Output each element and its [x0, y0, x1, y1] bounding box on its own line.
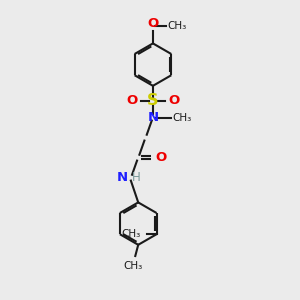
Text: O: O [168, 94, 179, 107]
Text: CH₃: CH₃ [168, 21, 187, 31]
Text: CH₃: CH₃ [122, 229, 141, 239]
Text: S: S [147, 93, 159, 108]
Text: H: H [132, 171, 141, 184]
Text: O: O [126, 94, 138, 107]
Text: N: N [117, 171, 128, 184]
Text: O: O [155, 151, 166, 164]
Text: CH₃: CH₃ [173, 112, 192, 123]
Text: N: N [147, 111, 158, 124]
Text: O: O [147, 17, 159, 30]
Text: CH₃: CH₃ [124, 261, 143, 271]
